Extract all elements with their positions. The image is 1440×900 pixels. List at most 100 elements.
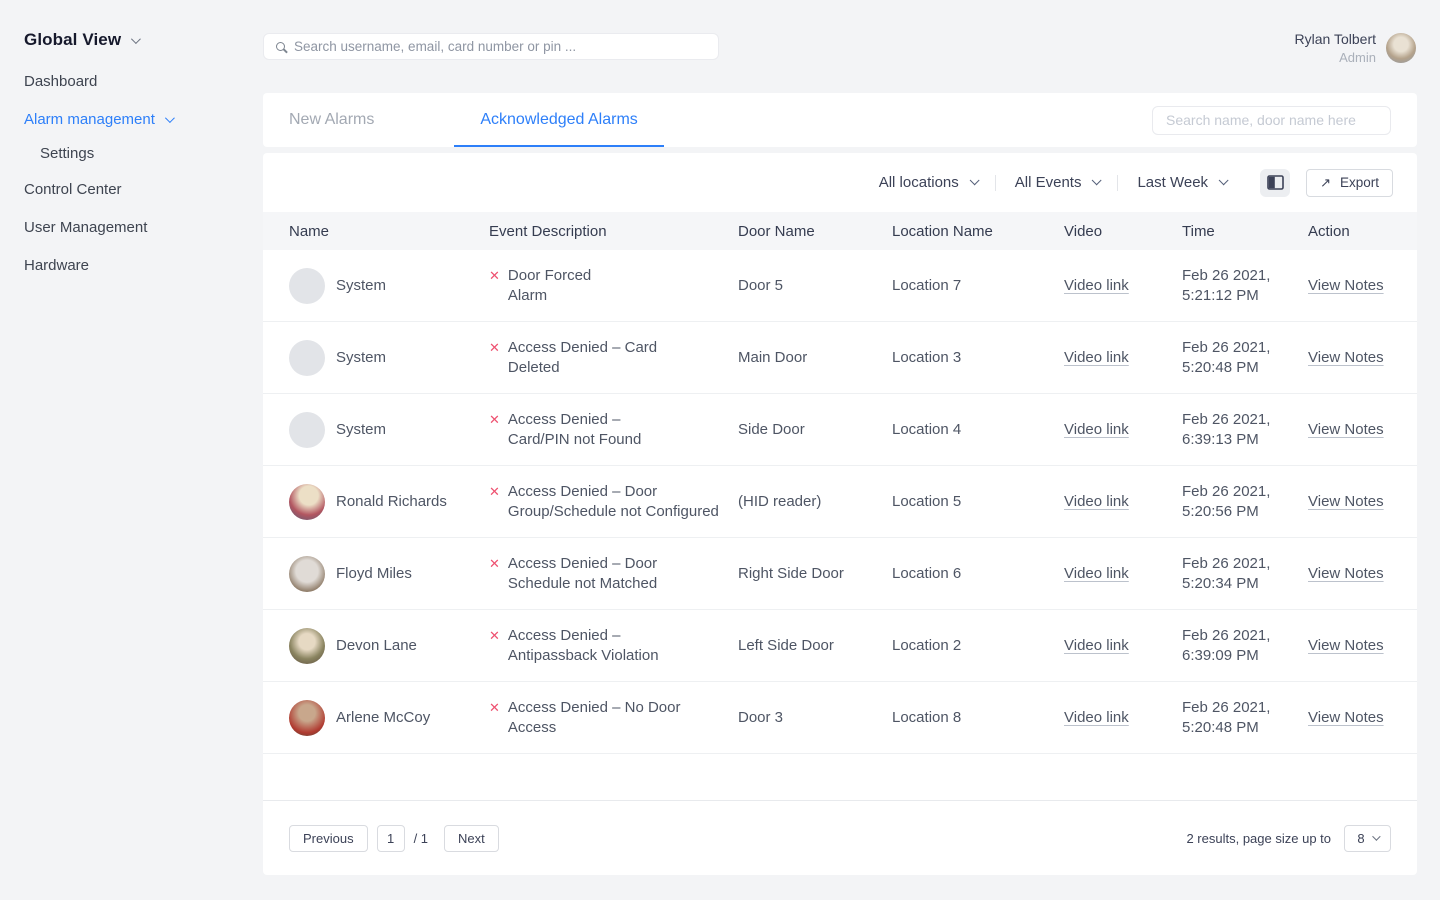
location-name: Location 8 <box>892 709 962 726</box>
avatar <box>289 339 325 376</box>
view-notes-link[interactable]: View Notes <box>1308 709 1384 726</box>
search-icon <box>276 42 285 51</box>
col-header-event: Event Description <box>489 222 607 240</box>
export-button[interactable]: ↗ Export <box>1306 168 1393 197</box>
view-notes-link[interactable]: View Notes <box>1308 277 1384 294</box>
column-settings-button[interactable] <box>1260 168 1291 197</box>
table-row: System ✕ Door Forced Alarm Door 5 Locatio… <box>263 250 1417 322</box>
col-header-door: Door Name <box>738 222 815 240</box>
global-search-input[interactable] <box>294 39 706 54</box>
table-body: System ✕ Door Forced Alarm Door 5 Locatio… <box>263 250 1417 754</box>
export-arrow-icon: ↗ <box>1320 174 1331 190</box>
door-name: Door 5 <box>738 277 784 294</box>
col-header-action: Action <box>1308 222 1350 240</box>
col-header-video: Video <box>1064 222 1103 240</box>
chevron-down-icon <box>969 175 980 186</box>
sidebar-item-user-management[interactable]: User Management <box>24 219 148 236</box>
event-time: Feb 26 2021, 5:21:12 PM <box>1182 266 1271 304</box>
event-time: Feb 26 2021, 5:20:34 PM <box>1182 554 1271 592</box>
location-name: Location 5 <box>892 493 962 510</box>
sidebar-item-hardware[interactable]: Hardware <box>24 257 90 274</box>
denied-x-icon: ✕ <box>489 483 500 499</box>
next-page-button[interactable]: Next <box>444 824 499 852</box>
location-name: Location 7 <box>892 277 962 294</box>
current-page-box[interactable]: 1 <box>376 824 405 852</box>
denied-x-icon: ✕ <box>489 339 500 355</box>
table-header: Name Event Description Door Name Locatio… <box>263 212 1417 250</box>
event-time: Feb 26 2021, 5:20:56 PM <box>1182 482 1271 520</box>
page-size-select[interactable]: 8 <box>1344 824 1391 852</box>
denied-x-icon: ✕ <box>489 627 500 643</box>
main-content: New Alarms Acknowledged Alarms All locat… <box>263 93 1417 875</box>
sidebar-item-settings[interactable]: Settings <box>40 145 95 162</box>
video-link[interactable]: Video link <box>1064 421 1129 438</box>
video-link[interactable]: Video link <box>1064 565 1129 582</box>
results-summary: 2 results, page size up to <box>1186 830 1331 846</box>
location-name: Location 2 <box>892 637 962 654</box>
table-row: Devon Lane ✕ Access Denied – Antipassback… <box>263 610 1417 682</box>
total-pages-label: / 1 <box>413 830 429 846</box>
event-description: Access Denied – Door Group/Schedule not C… <box>507 482 719 520</box>
col-header-location: Location Name <box>892 222 993 240</box>
video-link[interactable]: Video link <box>1064 709 1129 726</box>
view-notes-link[interactable]: View Notes <box>1308 637 1384 654</box>
chevron-down-icon <box>131 33 142 44</box>
location-name: Location 6 <box>892 565 962 582</box>
location-name: Location 4 <box>892 421 962 438</box>
avatar <box>289 627 325 664</box>
alarms-table-panel: All locations All Events Last Week ↗ <box>263 153 1417 875</box>
table-search-input[interactable] <box>1166 112 1377 128</box>
global-search[interactable] <box>263 33 719 60</box>
view-notes-link[interactable]: View Notes <box>1308 565 1384 582</box>
video-link[interactable]: Video link <box>1064 637 1129 654</box>
door-name: (HID reader) <box>738 493 822 510</box>
row-name: Floyd Miles <box>336 565 412 582</box>
row-name: Arlene McCoy <box>336 709 431 726</box>
sidebar-item-dashboard[interactable]: Dashboard <box>24 73 98 90</box>
chevron-down-icon <box>1092 175 1103 186</box>
filter-toolbar: All locations All Events Last Week ↗ <box>263 153 1417 212</box>
locations-filter-dropdown[interactable]: All locations <box>860 174 995 191</box>
tab-acknowledged-alarms[interactable]: Acknowledged Alarms <box>454 93 665 147</box>
event-description: Door Forced Alarm <box>507 266 592 304</box>
columns-icon <box>1266 175 1284 190</box>
sidebar: Global View Dashboard Alarm management S… <box>0 0 263 295</box>
denied-x-icon: ✕ <box>489 699 500 715</box>
alarms-tab-bar: New Alarms Acknowledged Alarms <box>263 93 1417 147</box>
row-name: Devon Lane <box>336 637 417 654</box>
tab-new-alarms[interactable]: New Alarms <box>289 111 375 128</box>
time-range-filter-dropdown[interactable]: Last Week <box>1118 174 1244 191</box>
event-time: Feb 26 2021, 6:39:13 PM <box>1182 410 1271 448</box>
door-name: Door 3 <box>738 709 784 726</box>
denied-x-icon: ✕ <box>489 555 500 571</box>
view-notes-link[interactable]: View Notes <box>1308 421 1384 438</box>
previous-page-button[interactable]: Previous <box>289 824 368 852</box>
video-link[interactable]: Video link <box>1064 493 1129 510</box>
events-filter-dropdown[interactable]: All Events <box>996 174 1118 191</box>
avatar <box>289 267 325 304</box>
table-search[interactable] <box>1152 105 1391 135</box>
denied-x-icon: ✕ <box>489 411 500 427</box>
view-notes-link[interactable]: View Notes <box>1308 493 1384 510</box>
event-description: Access Denied – Card/PIN not Found <box>507 410 642 448</box>
avatar <box>289 555 325 592</box>
user-menu[interactable]: Rylan Tolbert Admin <box>1295 31 1416 65</box>
user-avatar[interactable] <box>1386 33 1416 63</box>
view-notes-link[interactable]: View Notes <box>1308 349 1384 366</box>
video-link[interactable]: Video link <box>1064 349 1129 366</box>
row-name: System <box>336 421 387 438</box>
event-description: Access Denied – No Door Access <box>507 698 681 736</box>
chevron-down-icon <box>164 113 175 124</box>
event-time: Feb 26 2021, 5:20:48 PM <box>1182 698 1271 736</box>
table-row: Arlene McCoy ✕ Access Denied – No Door Ac… <box>263 682 1417 754</box>
event-description: Access Denied – Door Schedule not Matched <box>507 554 658 592</box>
row-name: Ronald Richards <box>336 493 447 510</box>
sidebar-item-control-center[interactable]: Control Center <box>24 181 122 198</box>
table-row: System ✕ Access Denied – Card Deleted Mai… <box>263 322 1417 394</box>
video-link[interactable]: Video link <box>1064 277 1129 294</box>
event-description: Access Denied – Card Deleted <box>507 338 658 376</box>
divider <box>994 174 996 191</box>
sidebar-item-alarm-management[interactable]: Alarm management <box>24 111 263 128</box>
user-name: Rylan Tolbert <box>1294 31 1376 47</box>
context-switcher[interactable]: Global View <box>24 30 263 50</box>
